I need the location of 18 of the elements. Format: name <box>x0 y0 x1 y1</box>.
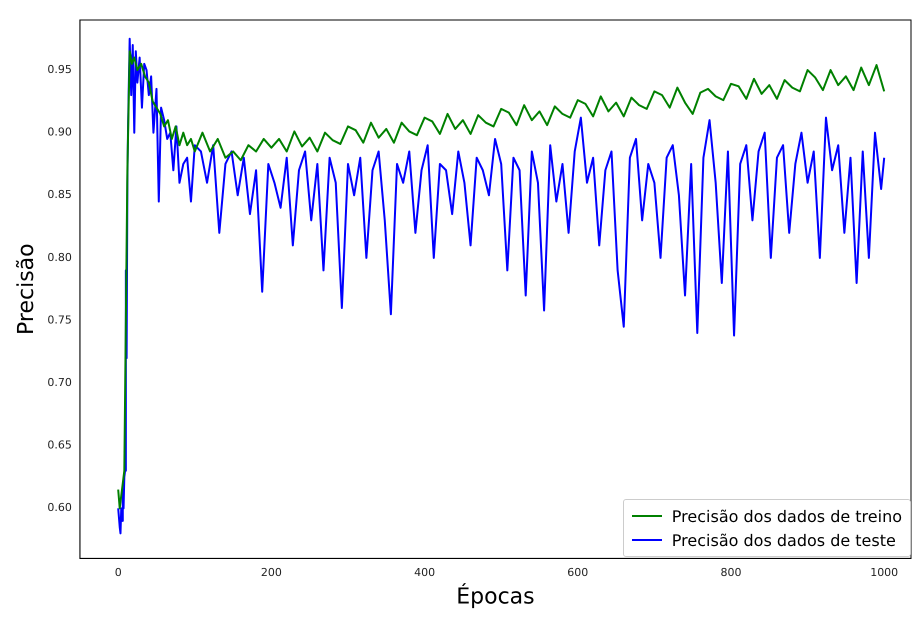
y-tick-label: 0.70 <box>47 376 72 389</box>
y-tick-label: 0.65 <box>47 438 72 452</box>
legend-label: Precisão dos dados de teste <box>672 530 896 550</box>
x-tick-label: 800 <box>720 566 742 579</box>
x-tick-label: 400 <box>414 566 436 579</box>
y-tick-label: 0.75 <box>47 313 72 326</box>
x-tick-label: 600 <box>567 566 588 579</box>
x-axis-title: Épocas <box>456 582 535 610</box>
x-tick-label: 200 <box>260 566 282 579</box>
y-axis-title: Precisão <box>14 243 39 335</box>
y-tick-label: 0.85 <box>47 188 72 202</box>
y-tick-label: 0.80 <box>47 250 72 264</box>
y-tick-label: 0.90 <box>47 126 72 139</box>
x-tick-label: 0 <box>114 566 122 579</box>
y-tick-label: 0.60 <box>47 501 72 514</box>
legend-label: Precisão dos dados de treino <box>672 506 902 526</box>
y-tick-label: 0.95 <box>47 62 72 76</box>
x-tick-label: 1000 <box>870 566 898 579</box>
